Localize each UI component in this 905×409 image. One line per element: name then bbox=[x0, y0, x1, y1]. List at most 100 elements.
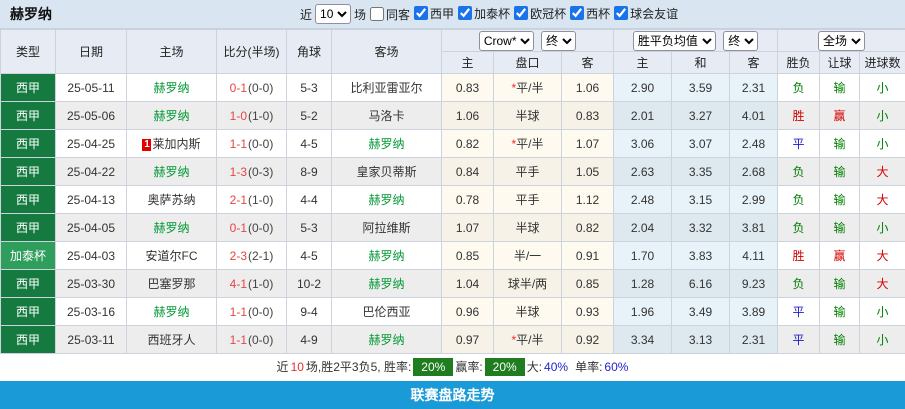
home-team-name[interactable]: 赫罗纳 bbox=[153, 81, 189, 95]
handicap-home-odds: 0.84 bbox=[456, 165, 479, 179]
corners-cell: 5-3 bbox=[287, 74, 332, 102]
avg-draw-odds: 3.27 bbox=[689, 109, 712, 123]
away-team-name[interactable]: 马洛卡 bbox=[368, 109, 404, 123]
league-name: 西甲 bbox=[16, 165, 40, 179]
result-value: 平 bbox=[793, 333, 805, 347]
home-team-name[interactable]: 安道尔FC bbox=[146, 249, 198, 263]
result-cell: 平 bbox=[778, 298, 820, 326]
league-filter-0[interactable]: 西甲 bbox=[414, 5, 454, 22]
avg-away-odds: 3.89 bbox=[742, 305, 765, 319]
same-venue-checkbox[interactable] bbox=[370, 7, 384, 21]
league-checkbox[interactable] bbox=[570, 6, 584, 20]
result-scope-select[interactable]: 全场 bbox=[818, 31, 865, 51]
home-team-name[interactable]: 赫罗纳 bbox=[153, 109, 189, 123]
home-team-name[interactable]: 巴塞罗那 bbox=[147, 277, 195, 291]
odds-provider-select[interactable]: Crow* bbox=[479, 31, 534, 51]
away-team-name[interactable]: 巴伦西亚 bbox=[362, 305, 410, 319]
col-header-avg-draw: 和 bbox=[672, 52, 730, 74]
away-team-name[interactable]: 皇家贝蒂斯 bbox=[356, 165, 416, 179]
col-header-handicap: 盘口 bbox=[494, 52, 562, 74]
home-team-name[interactable]: 赫罗纳 bbox=[153, 305, 189, 319]
away-team-cell: 皇家贝蒂斯 bbox=[332, 158, 442, 186]
avg-time-select[interactable]: 终 bbox=[723, 31, 758, 51]
avg-home-odds: 3.06 bbox=[631, 137, 654, 151]
league-checkbox[interactable] bbox=[514, 6, 528, 20]
home-team-name[interactable]: 莱加内斯 bbox=[152, 137, 200, 151]
result-cell: 负 bbox=[778, 186, 820, 214]
away-team-name[interactable]: 赫罗纳 bbox=[368, 193, 404, 207]
handicap-away-odds-cell: 1.07 bbox=[562, 130, 614, 158]
league-checkbox[interactable] bbox=[614, 6, 628, 20]
summary-recent-prefix: 近 bbox=[277, 358, 289, 375]
halftime-score: (0-0) bbox=[248, 81, 273, 95]
league-cell: 西甲 bbox=[1, 214, 56, 242]
handicap-line-cell: 半球 bbox=[494, 298, 562, 326]
league-checkbox[interactable] bbox=[414, 6, 428, 20]
match-date: 25-05-11 bbox=[67, 81, 114, 95]
match-date: 25-04-13 bbox=[67, 193, 115, 207]
profit-rate-badge: 20% bbox=[485, 358, 525, 376]
league-filter-3[interactable]: 西杯 bbox=[570, 5, 610, 22]
handicap-away-odds: 0.91 bbox=[576, 249, 599, 263]
halftime-score: (0-0) bbox=[248, 305, 273, 319]
handicap-away-odds: 1.07 bbox=[576, 137, 599, 151]
col-header-score: 比分(半场) bbox=[217, 30, 287, 74]
match-history-table: 类型 日期 主场 比分(半场) 角球 客场 Crow* 终 胜平负均值 终 全场… bbox=[0, 29, 905, 354]
home-team-name[interactable]: 西班牙人 bbox=[147, 333, 195, 347]
red-card-badge: 1 bbox=[142, 139, 151, 151]
odds-time-select[interactable]: 终 bbox=[541, 31, 576, 51]
avg-draw-odds-cell: 3.59 bbox=[672, 74, 730, 102]
avg-away-odds: 2.31 bbox=[742, 81, 765, 95]
win-rate-badge: 20% bbox=[413, 358, 453, 376]
recent-count-select[interactable]: 10 bbox=[315, 4, 351, 24]
league-filter-4[interactable]: 球会友谊 bbox=[614, 5, 678, 22]
fulltime-score: 4-1 bbox=[230, 277, 247, 291]
same-venue-label: 同客 bbox=[386, 6, 410, 23]
fulltime-score: 0-1 bbox=[230, 221, 247, 235]
away-team-name[interactable]: 比利亚雷亚尔 bbox=[350, 81, 422, 95]
handicap-result-value: 输 bbox=[834, 305, 846, 319]
away-team-name[interactable]: 赫罗纳 bbox=[368, 137, 404, 151]
handicap-away-odds-cell: 0.91 bbox=[562, 242, 614, 270]
away-team-name[interactable]: 赫罗纳 bbox=[368, 277, 404, 291]
avg-away-odds-cell: 2.68 bbox=[730, 158, 778, 186]
away-team-name[interactable]: 赫罗纳 bbox=[368, 249, 404, 263]
handicap-line-cell: 半/一 bbox=[494, 242, 562, 270]
league-handicap-trend-link[interactable]: 联赛盘路走势 bbox=[411, 385, 495, 405]
handicap-result-cell: 输 bbox=[820, 74, 860, 102]
avg-away-odds: 2.68 bbox=[742, 165, 765, 179]
home-team-name[interactable]: 赫罗纳 bbox=[153, 221, 189, 235]
avg-draw-odds: 3.83 bbox=[689, 249, 712, 263]
league-filter-2[interactable]: 欧冠杯 bbox=[514, 5, 566, 22]
away-team-name[interactable]: 赫罗纳 bbox=[368, 333, 404, 347]
fulltime-score: 1-1 bbox=[230, 137, 247, 151]
handicap-home-odds: 0.96 bbox=[456, 305, 479, 319]
col-header-avg-home: 主 bbox=[614, 52, 672, 74]
handicap-home-odds-cell: 0.78 bbox=[442, 186, 494, 214]
date-cell: 25-04-22 bbox=[56, 158, 127, 186]
away-team-name[interactable]: 阿拉维斯 bbox=[362, 221, 410, 235]
handicap-home-odds: 0.78 bbox=[456, 193, 479, 207]
league-filter-1[interactable]: 加泰杯 bbox=[458, 5, 510, 22]
home-team-name[interactable]: 赫罗纳 bbox=[153, 165, 189, 179]
home-team-name[interactable]: 奥萨苏纳 bbox=[147, 193, 195, 207]
home-team-cell: 西班牙人 bbox=[127, 326, 217, 354]
avg-draw-odds: 3.32 bbox=[689, 221, 712, 235]
avg-away-odds: 3.81 bbox=[742, 221, 765, 235]
same-venue-filter[interactable]: 同客 bbox=[370, 6, 410, 23]
league-checkbox[interactable] bbox=[458, 6, 472, 20]
avg-draw-odds: 3.13 bbox=[689, 333, 712, 347]
league-label: 西杯 bbox=[586, 5, 610, 22]
avg-metric-select[interactable]: 胜平负均值 bbox=[633, 31, 716, 51]
league-label: 西甲 bbox=[430, 5, 454, 22]
handicap-result-cell: 输 bbox=[820, 158, 860, 186]
handicap-result-cell: 赢 bbox=[820, 242, 860, 270]
goals-result-value: 小 bbox=[877, 109, 889, 123]
handicap-result-value: 赢 bbox=[834, 109, 846, 123]
handicap-away-odds: 1.05 bbox=[576, 165, 599, 179]
handicap-away-odds-cell: 1.06 bbox=[562, 74, 614, 102]
